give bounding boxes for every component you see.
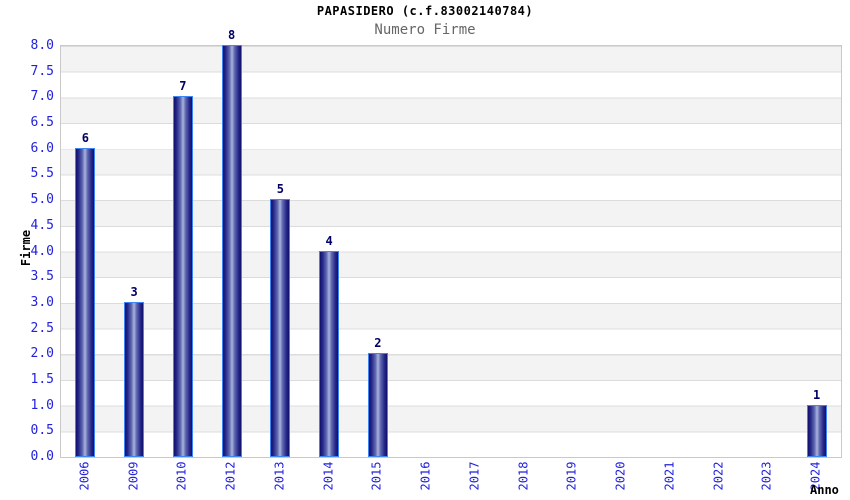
y-tick-label: 7.0	[30, 89, 54, 105]
y-tick-label: 3.5	[30, 269, 54, 285]
x-tick-wrap: 2020	[603, 457, 639, 495]
x-tick-label: 2018	[516, 461, 531, 491]
x-axis-title: Anno	[810, 483, 839, 497]
bar-2009	[124, 301, 145, 457]
x-tick-wrap: 2006	[66, 457, 102, 495]
x-tick-label: 2023	[759, 461, 774, 491]
bar-2013	[270, 199, 291, 457]
y-tick-label: 1.0	[30, 397, 54, 413]
x-tick-label: 2013	[272, 461, 287, 491]
x-tick-wrap: 2015	[359, 457, 395, 495]
y-tick-label: 7.5	[30, 63, 54, 79]
bar-2012	[221, 45, 242, 457]
bar-value-label: 7	[179, 79, 187, 94]
x-tick-wrap: 2021	[651, 457, 687, 495]
x-tick-wrap: 2017	[456, 457, 492, 495]
x-tick-wrap: 2018	[505, 457, 541, 495]
bar-2014	[319, 250, 340, 457]
bar-2006	[75, 147, 96, 457]
x-tick-wrap: 2019	[554, 457, 590, 495]
bar-2010	[172, 96, 193, 457]
chart-subtitle: Numero Firme	[374, 22, 476, 38]
x-tick-wrap: 2013	[261, 457, 297, 495]
x-tick-label: 2012	[223, 461, 238, 491]
bar-value-label: 6	[81, 130, 89, 145]
x-tick-label: 2009	[126, 461, 141, 491]
y-axis-title: Firme	[19, 229, 33, 267]
y-tick-label: 8.0	[30, 38, 54, 53]
x-tick-label: 2014	[321, 461, 336, 491]
x-tick-wrap: 2009	[115, 457, 151, 495]
x-tick-label: 2021	[662, 461, 677, 491]
plot-area: 6 3 7 8 5 4 2 1	[60, 29, 842, 458]
bar-value-label: 5	[276, 182, 284, 197]
x-tick-wrap: 2014	[310, 457, 346, 495]
y-tick-label: 1.5	[30, 371, 54, 387]
bar-2024	[806, 404, 827, 457]
y-tick-label: 6.5	[30, 115, 54, 131]
bar-value-label: 1	[813, 387, 821, 402]
y-tick-label: 2.5	[30, 320, 54, 336]
x-tick-label: 2019	[564, 461, 579, 491]
x-tick-wrap: 2023	[749, 457, 785, 495]
bar-value-label: 4	[325, 233, 333, 248]
bar-value-label: 2	[374, 336, 382, 351]
bar-value-label: 8	[228, 28, 236, 42]
y-tick-label: 6.0	[30, 140, 54, 156]
x-tick-label: 2016	[418, 461, 433, 491]
y-tick-label: 5.0	[30, 192, 54, 208]
y-tick-label: 5.5	[30, 166, 54, 182]
x-axis-tick-labels: 2006 2009 2010 2012 2013 2014 2015 2016 2017 2018…	[60, 457, 840, 497]
y-tick-label: 4.5	[30, 217, 54, 233]
bar-2015	[367, 353, 388, 457]
x-tick-wrap: 2012	[213, 457, 249, 495]
x-tick-label: 2006	[77, 461, 92, 491]
x-tick-label: 2015	[369, 461, 384, 491]
y-axis-title-wrap: Firme	[6, 228, 46, 268]
x-tick-label: 2017	[467, 461, 482, 491]
y-tick-label: 0.5	[30, 423, 54, 439]
y-tick-label: 3.0	[30, 294, 54, 310]
x-tick-wrap: 2016	[408, 457, 444, 495]
bar-value-label: 3	[130, 284, 138, 299]
y-tick-label: 4.0	[30, 243, 54, 259]
x-tick-label: 2022	[711, 461, 726, 491]
x-tick-label: 2020	[613, 461, 628, 491]
y-tick-label: 0.0	[30, 449, 54, 464]
x-tick-label: 2010	[174, 461, 189, 491]
x-tick-wrap: 2022	[700, 457, 736, 495]
chart-title: PAPASIDERO (c.f.83002140784)	[316, 4, 534, 18]
y-axis-tick-labels: 0.0 0.5 1.0 1.5 2.0 2.5 3.0 3.5 4.0 4.5 5.0 5.5 6.0 6…	[0, 39, 54, 464]
y-tick-label: 2.0	[30, 346, 54, 362]
x-tick-wrap: 2010	[164, 457, 200, 495]
